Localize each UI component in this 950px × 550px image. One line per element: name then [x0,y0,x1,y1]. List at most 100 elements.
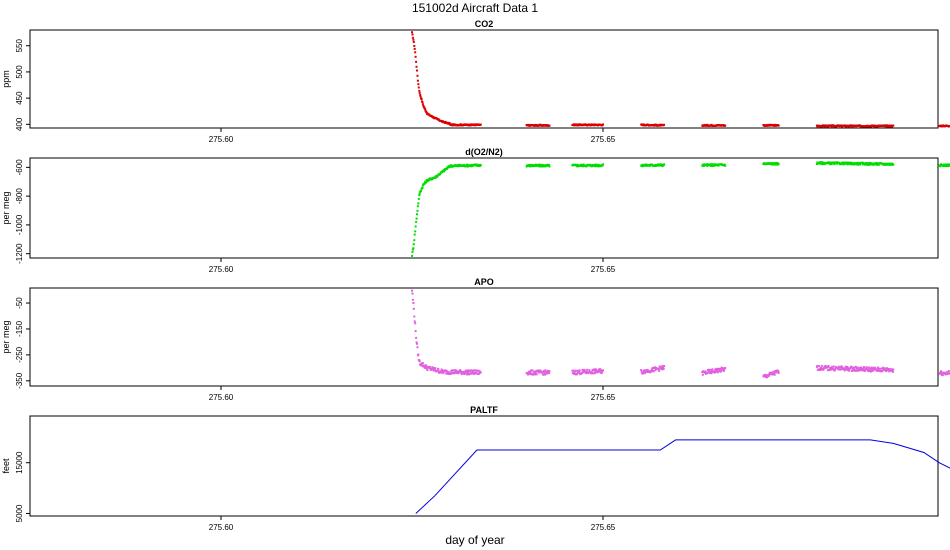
data-point [660,366,663,369]
data-point [772,370,775,373]
data-point [818,365,821,368]
data-point [858,369,861,372]
data-point [541,371,544,374]
data-point [420,189,423,192]
data-point [662,367,665,370]
data-point [706,165,709,168]
data-point [883,162,886,165]
data-point [457,372,459,375]
data-point [534,373,537,376]
data-point [414,330,417,333]
data-point [542,370,545,373]
data-point [876,366,879,369]
data-point [866,368,869,371]
data-point [885,370,887,373]
data-point [602,163,604,166]
data-point [864,369,867,372]
data-point [545,372,548,375]
data-point [844,368,847,371]
data-point [416,205,419,208]
data-point [449,373,452,375]
data-point [416,69,418,72]
data-segment [640,123,666,127]
data-point [418,194,421,197]
data-point [414,322,417,325]
figure-xlabel: day of year [445,533,504,547]
data-point [411,33,414,36]
data-segment [815,364,895,373]
data-point [419,95,422,98]
data-point [651,366,654,369]
data-point [578,370,581,373]
y-tick-label: 500 [15,65,24,79]
data-point [465,372,468,375]
data-point [465,165,468,168]
plot-frame [29,29,939,129]
data-segment [762,123,780,127]
data-point [822,163,825,166]
data-point [602,123,604,126]
data-point [832,365,835,368]
data-point [663,365,666,367]
y-tick-label: -1000 [15,214,24,235]
data-point [479,123,482,126]
data-point [704,370,707,373]
y-tick-label: -350 [15,372,24,389]
y-tick-label: -150 [15,320,24,337]
data-point [416,342,418,345]
data-point [774,163,777,166]
panel-title: CO2 [475,19,494,29]
data-point [716,368,718,371]
plot-frame [29,415,939,517]
data-point [640,370,643,373]
data-point [548,124,551,127]
data-point [447,371,450,374]
data-point [548,165,551,168]
y-tick-label: 15000 [15,451,24,474]
x-tick-label: 275.65 [591,135,616,144]
data-point [413,315,416,318]
data-point [414,225,417,228]
data-point [830,366,833,368]
data-point [411,36,414,39]
data-point [463,373,466,375]
data-point [716,370,719,373]
data-point [588,369,591,371]
data-segment [411,31,452,126]
data-point [592,372,595,375]
data-point [940,371,943,374]
data-point [543,371,546,374]
data-segment [449,123,482,127]
data-point [837,368,840,371]
data-point [661,365,664,368]
y-tick-label: -50 [15,297,24,309]
data-point [775,371,778,374]
data-point [413,233,416,236]
data-point [411,31,413,34]
y-tick-label: -1200 [15,243,24,264]
data-point [709,164,712,167]
data-point [658,369,661,372]
data-point [581,369,584,371]
data-point [416,346,419,349]
data-point [706,371,709,374]
data-point [467,371,469,374]
data-point [869,368,872,371]
data-point [417,353,420,356]
data-point [424,108,427,111]
data-point [459,369,462,372]
data-point [879,367,882,370]
data-point [846,163,849,166]
plot-frame [29,157,939,259]
data-point [841,161,844,164]
data-point [848,369,851,372]
data-point [643,372,646,375]
data-point [439,173,442,175]
data-point [418,192,421,195]
data-point [572,369,575,372]
data-point [863,366,866,369]
data-point [777,163,780,166]
data-point [417,202,420,205]
data-point [858,162,861,164]
data-point [767,374,770,377]
